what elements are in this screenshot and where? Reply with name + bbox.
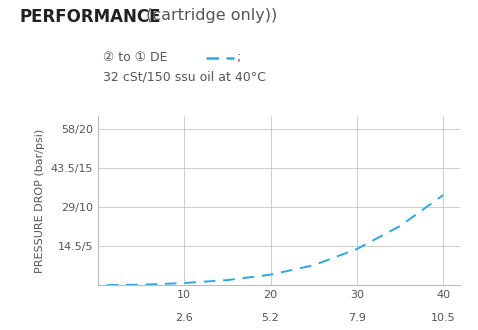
Text: 32 cSt/150 ssu oil at 40°C: 32 cSt/150 ssu oil at 40°C	[103, 71, 266, 84]
Text: (cartridge only)): (cartridge only))	[141, 8, 277, 23]
Text: ;: ;	[237, 51, 241, 64]
Text: 10.5: 10.5	[431, 313, 456, 323]
Y-axis label: PRESSURE DROP (bar/psi): PRESSURE DROP (bar/psi)	[35, 128, 45, 273]
Text: 5.2: 5.2	[261, 313, 280, 323]
Text: 2.6: 2.6	[175, 313, 193, 323]
Text: ② to ① DE: ② to ① DE	[103, 51, 171, 64]
Text: 7.9: 7.9	[348, 313, 366, 323]
Text: PERFORMANCE: PERFORMANCE	[19, 8, 161, 26]
